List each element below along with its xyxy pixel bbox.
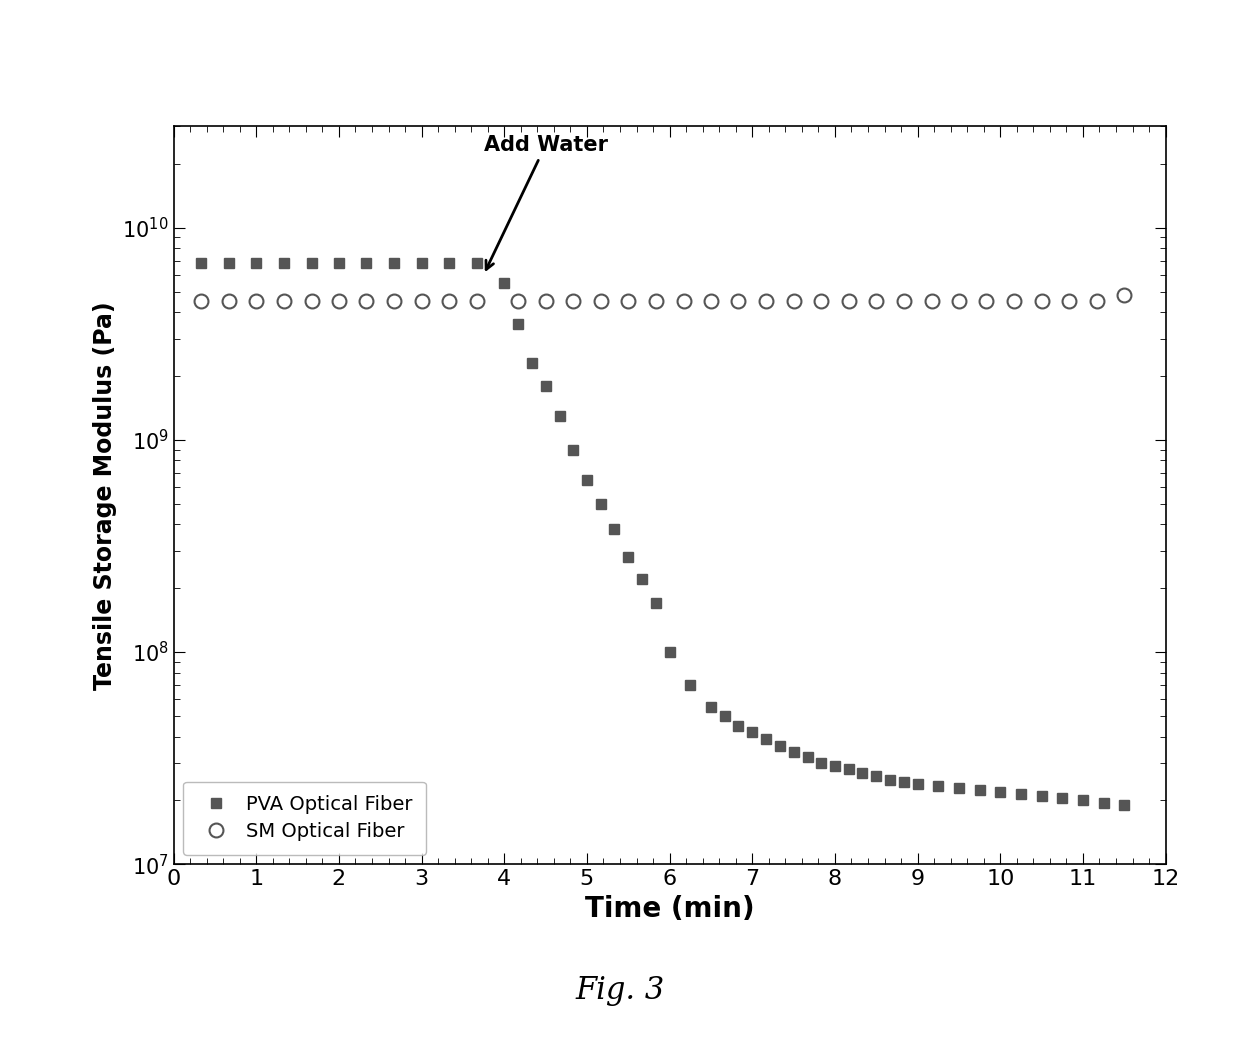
SM Optical Fiber <box>951 295 966 308</box>
SM Optical Fiber <box>470 295 485 308</box>
PVA Optical Fiber <box>193 257 208 270</box>
SM Optical Fiber <box>786 295 801 308</box>
SM Optical Fiber <box>869 295 884 308</box>
SM Optical Fiber <box>649 295 663 308</box>
SM Optical Fiber <box>594 295 609 308</box>
SM Optical Fiber <box>813 295 828 308</box>
SM Optical Fiber <box>1007 295 1022 308</box>
Y-axis label: Tensile Storage Modulus (Pa): Tensile Storage Modulus (Pa) <box>93 301 117 689</box>
SM Optical Fiber <box>387 295 402 308</box>
SM Optical Fiber <box>277 295 291 308</box>
Text: Fig. 3: Fig. 3 <box>575 975 665 1007</box>
SM Optical Fiber <box>331 295 346 308</box>
SM Optical Fiber <box>621 295 636 308</box>
SM Optical Fiber <box>676 295 691 308</box>
SM Optical Fiber <box>249 295 264 308</box>
PVA Optical Fiber <box>1096 797 1111 809</box>
SM Optical Fiber <box>565 295 580 308</box>
SM Optical Fiber <box>414 295 429 308</box>
Line: PVA Optical Fiber: PVA Optical Fiber <box>196 258 1130 809</box>
SM Optical Fiber <box>193 295 208 308</box>
PVA Optical Fiber <box>854 766 869 779</box>
X-axis label: Time (min): Time (min) <box>585 895 754 922</box>
SM Optical Fiber <box>897 295 911 308</box>
SM Optical Fiber <box>1061 295 1076 308</box>
SM Optical Fiber <box>538 295 553 308</box>
SM Optical Fiber <box>703 295 718 308</box>
SM Optical Fiber <box>1090 295 1105 308</box>
PVA Optical Fiber <box>565 444 580 456</box>
PVA Optical Fiber <box>813 757 828 769</box>
SM Optical Fiber <box>1034 295 1049 308</box>
SM Optical Fiber <box>511 295 526 308</box>
SM Optical Fiber <box>304 295 319 308</box>
SM Optical Fiber <box>842 295 857 308</box>
SM Optical Fiber <box>358 295 373 308</box>
PVA Optical Fiber <box>1117 799 1132 812</box>
SM Optical Fiber <box>222 295 237 308</box>
SM Optical Fiber <box>924 295 939 308</box>
PVA Optical Fiber <box>497 276 512 289</box>
SM Optical Fiber <box>978 295 993 308</box>
Legend: PVA Optical Fiber, SM Optical Fiber: PVA Optical Fiber, SM Optical Fiber <box>184 782 425 855</box>
SM Optical Fiber <box>441 295 456 308</box>
SM Optical Fiber <box>759 295 774 308</box>
Line: SM Optical Fiber: SM Optical Fiber <box>193 289 1131 308</box>
SM Optical Fiber <box>730 295 745 308</box>
Text: Add Water: Add Water <box>484 135 608 270</box>
SM Optical Fiber <box>1117 289 1132 301</box>
PVA Optical Fiber <box>552 409 567 422</box>
